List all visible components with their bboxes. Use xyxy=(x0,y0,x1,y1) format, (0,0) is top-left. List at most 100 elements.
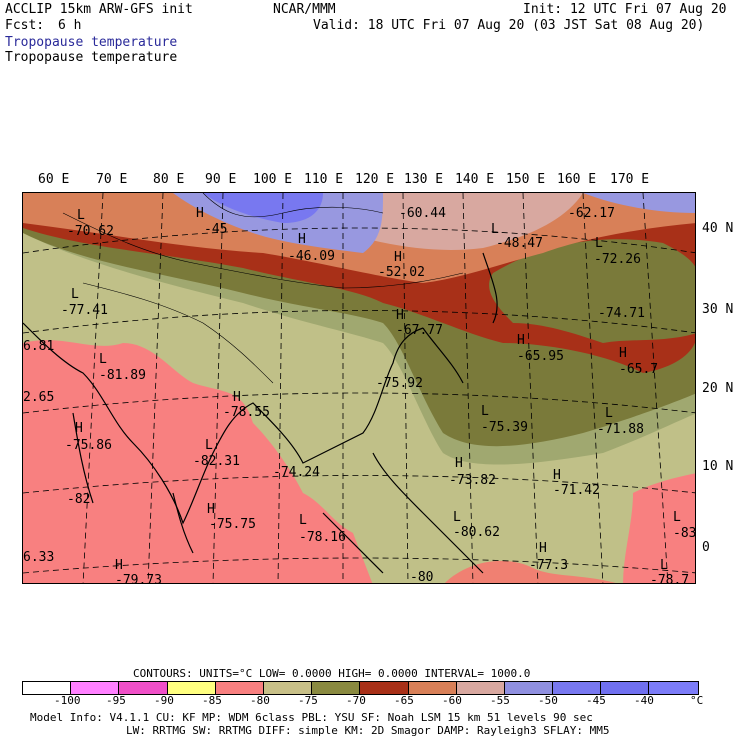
value-label: 6.81 xyxy=(23,339,55,354)
map-canvas xyxy=(23,193,695,583)
low-marker: L xyxy=(77,208,85,223)
model-info-line-2: LW: RRTMG SW: RRTMG DIFF: simple KM: 2D … xyxy=(126,724,610,737)
legend-swatch xyxy=(119,682,168,694)
max-value-label: -52.02 xyxy=(378,265,425,280)
graticule xyxy=(23,193,695,583)
legend-tick: -90 xyxy=(154,694,174,707)
legend-swatch xyxy=(456,682,505,694)
legend-tick: -95 xyxy=(106,694,126,707)
min-value-label: -82.31 xyxy=(193,454,240,469)
high-marker: H xyxy=(553,468,561,483)
legend-tick: -45 xyxy=(586,694,606,707)
country-borders xyxy=(62,193,464,384)
model-info-line-1: Model Info: V4.1.1 CU: KF MP: WDM 6class… xyxy=(30,711,593,724)
min-value-label: -83 xyxy=(673,526,696,541)
low-marker: L xyxy=(673,510,681,525)
min-value-label: -78.16 xyxy=(299,530,346,545)
high-marker: H xyxy=(233,390,241,405)
legend-tick: -40 xyxy=(634,694,654,707)
band-85-west xyxy=(23,340,373,583)
low-marker: L xyxy=(481,404,489,419)
legend-swatch xyxy=(263,682,313,694)
value-label: -75.92 xyxy=(376,376,423,391)
legend-swatch xyxy=(408,682,457,694)
max-value-label: -65.95 xyxy=(517,349,564,364)
max-value-label: -73.82 xyxy=(449,473,496,488)
min-value-label: -80.62 xyxy=(453,525,500,540)
high-marker: H xyxy=(517,333,525,348)
min-value-label: -48.47 xyxy=(496,236,543,251)
max-value-label: -77.3 xyxy=(529,558,569,573)
init-time: Init: 12 UTC Fri 07 Aug 20 xyxy=(523,2,727,17)
band-40 xyxy=(203,193,323,223)
legend-swatch xyxy=(360,682,409,694)
high-marker: H xyxy=(115,558,123,573)
legend-tick: -55 xyxy=(490,694,510,707)
max-value-label: -45 xyxy=(204,222,228,237)
low-marker: L xyxy=(205,438,213,453)
legend-swatch xyxy=(601,682,650,694)
max-value-label: -71.42 xyxy=(553,483,600,498)
fcst-value: 6 h xyxy=(58,18,82,33)
legend-swatch xyxy=(71,682,120,694)
coastlines xyxy=(23,252,498,574)
lon-label: 100 E xyxy=(253,172,293,187)
lon-label: 60 E xyxy=(38,172,70,187)
min-value-label: -70.62 xyxy=(67,224,114,239)
max-value-label: -79.73 xyxy=(115,573,162,584)
high-marker: H xyxy=(75,421,83,436)
low-marker: L xyxy=(595,236,603,251)
min-value-label: -75.39 xyxy=(481,420,528,435)
high-marker: H xyxy=(396,308,404,323)
low-marker: L xyxy=(491,222,499,237)
high-marker: H xyxy=(455,456,463,471)
tropopause-temperature-map: L -70.62 H -45 -60.44 -62.17 H -46.09 L … xyxy=(22,192,696,584)
high-marker: H xyxy=(207,502,215,517)
legend-tick: -50 xyxy=(538,694,558,707)
color-legend xyxy=(22,681,699,695)
lat-label: 40 N xyxy=(702,221,734,236)
value-label: -74.24 xyxy=(273,465,320,480)
legend-swatch xyxy=(504,682,554,694)
value-label: -62.17 xyxy=(568,206,615,221)
legend-tick: -85 xyxy=(202,694,222,707)
lat-label: 10 N xyxy=(702,459,734,474)
field-title-contour: Tropopause temperature xyxy=(5,50,178,65)
max-value-label: -67.77 xyxy=(396,323,443,338)
max-value-label: -75.75 xyxy=(209,517,256,532)
value-label: 6.33 xyxy=(23,550,55,565)
high-marker: H xyxy=(298,232,306,247)
value-label: -74.71 xyxy=(598,306,645,321)
high-marker: H xyxy=(394,250,402,265)
band-45 xyxy=(173,193,383,253)
legend-swatch xyxy=(553,682,602,694)
min-value-label: -72.26 xyxy=(594,252,641,267)
legend-swatch xyxy=(215,682,264,694)
fcst-label: Fcst: xyxy=(5,18,45,33)
lat-label: 30 N xyxy=(702,302,734,317)
low-marker: L xyxy=(605,406,613,421)
lon-label: 170 E xyxy=(610,172,650,187)
max-value-label: -65.7 xyxy=(619,362,659,377)
value-label: 2.65 xyxy=(23,390,55,405)
band-65-ne xyxy=(489,239,695,343)
lon-label: 150 E xyxy=(506,172,546,187)
high-marker: H xyxy=(619,346,627,361)
lon-label: 130 E xyxy=(404,172,444,187)
high-marker: H xyxy=(196,206,204,221)
model-title: ACCLIP 15km ARW-GFS init xyxy=(5,2,193,17)
legend-tick: -75 xyxy=(298,694,318,707)
band-50 xyxy=(363,193,583,250)
min-value-label: -78.7 xyxy=(650,573,690,584)
legend-tick: -100 xyxy=(54,694,81,707)
legend-swatch xyxy=(649,682,698,694)
max-value-label: -78.55 xyxy=(223,405,270,420)
lon-label: 110 E xyxy=(304,172,344,187)
value-label: -82 xyxy=(67,492,91,507)
lon-label: 80 E xyxy=(153,172,185,187)
legend-tick: -60 xyxy=(442,694,462,707)
low-marker: L xyxy=(453,510,461,525)
band-45-ne xyxy=(583,193,695,213)
legend-tick: -65 xyxy=(394,694,414,707)
low-marker: L xyxy=(660,558,668,573)
